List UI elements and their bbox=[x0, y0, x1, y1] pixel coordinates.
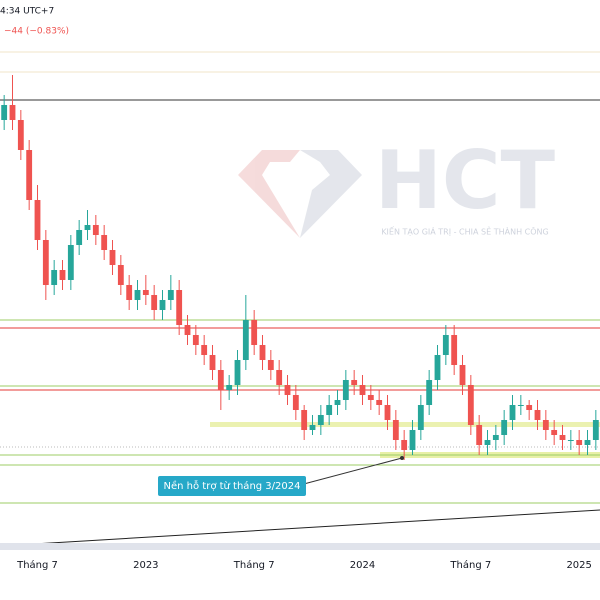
candle-body bbox=[26, 150, 33, 200]
candle-body bbox=[167, 290, 174, 300]
candle-body bbox=[576, 440, 583, 445]
candle-body bbox=[301, 410, 308, 430]
x-tick-label: Tháng 7 bbox=[449, 559, 491, 571]
candle-body bbox=[142, 290, 149, 295]
candle-body bbox=[217, 370, 224, 390]
candle-body bbox=[542, 420, 549, 430]
candle-body bbox=[351, 380, 358, 385]
candle-body bbox=[1, 105, 8, 120]
candle-body bbox=[292, 395, 299, 410]
candle-body bbox=[42, 240, 49, 285]
annotation-text: Nền hỗ trợ từ tháng 3/2024 bbox=[164, 479, 301, 492]
candle-body bbox=[159, 300, 166, 310]
candle-body bbox=[134, 290, 141, 300]
annotation-box bbox=[158, 476, 306, 496]
watermark-text: HCT bbox=[375, 134, 556, 227]
x-tick-label: Tháng 7 bbox=[233, 559, 275, 571]
x-tick-label: 2023 bbox=[133, 560, 158, 571]
candle-body bbox=[492, 435, 499, 440]
candle-body bbox=[476, 425, 483, 445]
candle-body bbox=[76, 230, 83, 245]
candle-body bbox=[276, 370, 283, 385]
candle-body bbox=[259, 345, 266, 360]
x-tick-label: Tháng 7 bbox=[16, 559, 58, 571]
candle-body bbox=[101, 235, 108, 250]
candle-body bbox=[309, 425, 316, 430]
zone-band bbox=[210, 422, 600, 427]
candle-body bbox=[367, 395, 374, 400]
candle-body bbox=[409, 430, 416, 450]
candle-body bbox=[317, 415, 324, 425]
candle-body bbox=[67, 245, 74, 280]
annotation-pointer bbox=[299, 457, 403, 486]
candle-body bbox=[226, 385, 233, 390]
x-axis: Tháng 7 2023 Tháng 7 2024 Tháng 7 2025 bbox=[16, 559, 592, 571]
x-tick-label: 2024 bbox=[350, 560, 375, 571]
candle-body bbox=[342, 380, 349, 400]
axis-strip bbox=[0, 543, 600, 550]
candle-body bbox=[326, 405, 333, 415]
candle-body bbox=[501, 420, 508, 435]
candle-body bbox=[59, 270, 66, 280]
candle-body bbox=[9, 105, 16, 120]
watermark-tagline: KIẾN TẠO GIÁ TRỊ - CHIA SẺ THÀNH CÔNG bbox=[381, 226, 548, 238]
candle-body bbox=[17, 120, 24, 150]
candle-body bbox=[92, 225, 99, 235]
candle-body bbox=[376, 400, 383, 405]
candle-body bbox=[451, 335, 458, 365]
candle-body bbox=[126, 285, 133, 300]
header-change: −44 (−0.83%) bbox=[4, 27, 69, 37]
candle-body bbox=[51, 270, 58, 285]
candle-body bbox=[467, 385, 474, 425]
candle-body bbox=[584, 440, 591, 445]
candle-body bbox=[242, 320, 249, 360]
candle-body bbox=[551, 430, 558, 435]
candle-body bbox=[526, 405, 533, 410]
candle-body bbox=[401, 440, 408, 450]
watermark-logo bbox=[238, 150, 362, 238]
candle-body bbox=[559, 435, 566, 440]
candle-body bbox=[34, 200, 41, 240]
candle-body bbox=[517, 405, 524, 406]
candle-body bbox=[417, 405, 424, 430]
candles bbox=[1, 75, 599, 460]
candle-body bbox=[392, 420, 399, 440]
candle-body bbox=[192, 335, 199, 345]
candle-body bbox=[201, 345, 208, 355]
candle-body bbox=[534, 410, 541, 420]
annotation-dot bbox=[400, 456, 404, 460]
candle-body bbox=[567, 440, 574, 441]
candle-body bbox=[184, 325, 191, 335]
trend-line bbox=[0, 509, 600, 547]
candle-body bbox=[384, 405, 391, 420]
candle-body bbox=[267, 360, 274, 370]
candle-body bbox=[84, 225, 91, 230]
candle-body bbox=[109, 250, 116, 265]
candle-body bbox=[234, 360, 241, 385]
candle-body bbox=[509, 405, 516, 420]
candle-body bbox=[592, 420, 599, 440]
candle-body bbox=[459, 365, 466, 385]
candle-body bbox=[426, 380, 433, 405]
candle-body bbox=[334, 400, 341, 405]
candle-body bbox=[284, 385, 291, 395]
candle-body bbox=[442, 335, 449, 355]
candle-body bbox=[251, 320, 258, 345]
candle-body bbox=[176, 290, 183, 325]
candle-body bbox=[209, 355, 216, 370]
candle-body bbox=[117, 265, 124, 285]
header-time: 4:34 UTC+7 bbox=[0, 7, 54, 17]
x-tick-label: 2025 bbox=[566, 560, 591, 571]
candle-body bbox=[484, 440, 491, 445]
candle-body bbox=[151, 295, 158, 310]
candle-body bbox=[434, 355, 441, 380]
candle-body bbox=[359, 385, 366, 395]
